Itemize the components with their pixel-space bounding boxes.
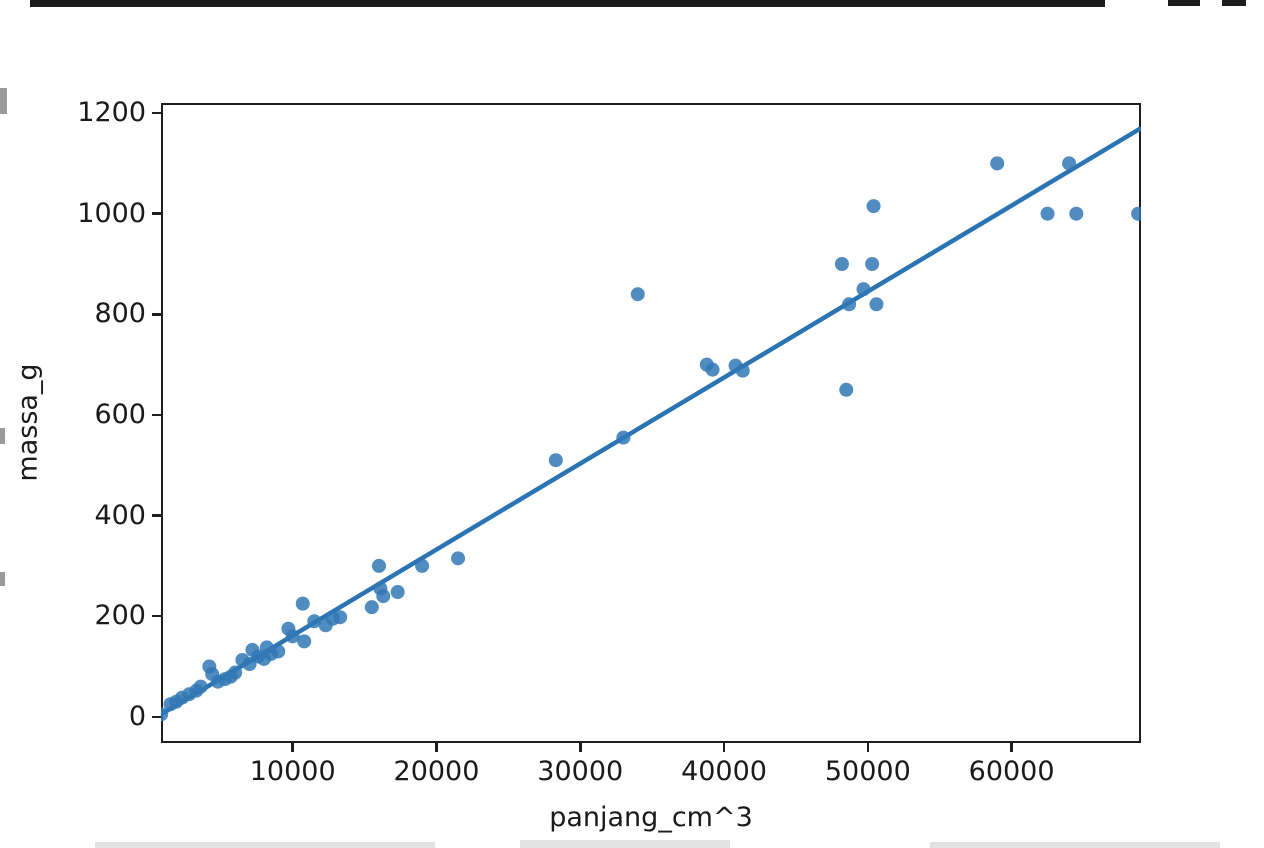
data-point [160, 706, 168, 721]
data-point [834, 256, 849, 271]
data-point [856, 281, 871, 296]
data-point [548, 452, 563, 467]
data-point [306, 613, 321, 628]
x-tick-label: 50000 [824, 756, 911, 787]
data-point [838, 382, 853, 397]
screenshot-artifact-bottom [95, 842, 435, 848]
data-point [1130, 206, 1141, 221]
screenshot-artifact-left [0, 572, 5, 586]
screenshot-artifact-bottom [520, 840, 730, 848]
x-tick-mark [291, 743, 294, 752]
x-tick-label: 40000 [681, 756, 767, 787]
screenshot-artifact-top [30, 0, 1105, 7]
y-tick-label: 800 [94, 298, 146, 330]
data-point [390, 584, 405, 599]
screenshot-artifact-top-fragment [1168, 0, 1200, 6]
screenshot-artifact-top-fragment [1222, 0, 1246, 6]
y-axis-label: massa_g [12, 363, 44, 482]
y-tick-mark [152, 413, 161, 417]
y-tick-mark [152, 514, 161, 517]
x-tick-mark [435, 743, 438, 752]
y-tick-mark [152, 111, 161, 115]
y-tick-label: 400 [94, 499, 146, 531]
x-tick-label: 30000 [537, 756, 624, 787]
data-point [285, 628, 300, 643]
data-point [375, 588, 390, 603]
screenshot-artifact-bottom [930, 842, 1220, 848]
x-tick-mark [579, 743, 582, 752]
data-point [615, 430, 630, 445]
data-point [227, 665, 242, 680]
data-point [735, 363, 750, 378]
data-point [1068, 206, 1083, 221]
y-tick-mark [152, 212, 161, 215]
data-point [1061, 155, 1076, 170]
y-tick-label: 600 [94, 398, 146, 430]
x-axis-label: panjang_cm^3 [549, 802, 753, 833]
data-point [270, 643, 285, 658]
y-tick-mark [152, 614, 161, 618]
data-point [193, 679, 208, 694]
data-point [841, 296, 856, 311]
x-tick-label: 10000 [249, 756, 336, 787]
plot-area [160, 103, 1141, 743]
data-point [450, 550, 465, 565]
data-point [705, 362, 720, 377]
chart-canvas [160, 125, 1141, 721]
data-point [1040, 206, 1055, 221]
data-point [371, 558, 386, 573]
screenshot-artifact-left [0, 428, 5, 444]
data-point [866, 198, 881, 213]
data-point [296, 633, 311, 648]
y-tick-label: 1000 [77, 197, 146, 229]
data-point [295, 596, 310, 611]
x-tick-mark [1010, 743, 1013, 752]
data-point [364, 599, 379, 614]
y-tick-mark [152, 313, 161, 316]
y-tick-label: 0 [128, 700, 146, 732]
regression-line [160, 125, 1141, 716]
x-tick-label: 20000 [393, 756, 480, 787]
y-tick-label: 1200 [77, 97, 146, 129]
x-tick-mark [722, 743, 726, 752]
data-point [332, 609, 347, 624]
x-tick-mark [866, 743, 870, 752]
y-tick-label: 200 [94, 600, 146, 632]
x-tick-label: 60000 [968, 756, 1055, 787]
data-point [414, 558, 429, 573]
screenshot-artifact-left [0, 88, 7, 114]
data-point [864, 256, 879, 271]
data-point [868, 296, 883, 311]
data-point [630, 286, 645, 301]
data-point [989, 155, 1004, 170]
y-tick-mark [152, 715, 161, 719]
